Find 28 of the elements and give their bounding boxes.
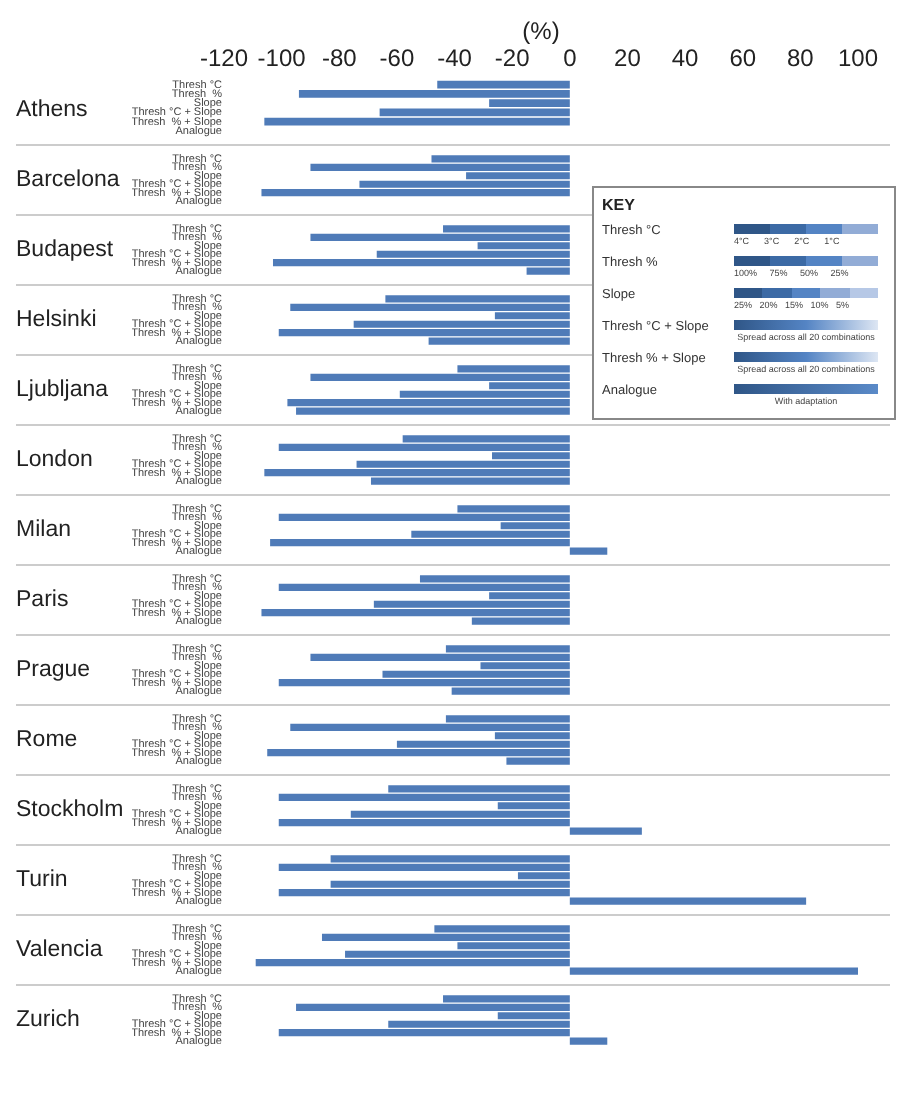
text: Barcelona [16,166,122,196]
text: Budapest [16,236,116,266]
text: Athens [16,96,90,126]
x-tick-label: 100 [837,44,879,73]
text: Milan [16,516,73,546]
x-axis-title: (%) [522,17,560,46]
x-tick-label: 40 [671,44,700,73]
x-tick-label: -120 [199,44,249,73]
x-tick-label: 0 [563,44,578,73]
text: Prague [16,656,93,686]
x-tick-label: 20 [614,44,642,73]
x-tick-label: -80 [321,44,358,73]
text: London [16,446,95,476]
x-tick-label: -20 [494,44,531,73]
text: Rome [16,726,80,756]
text: KEY [602,196,637,214]
x-tick-label: 60 [729,44,757,73]
x-tick-label: -100 [257,44,307,73]
text: Stockholm [16,796,126,826]
text: Valencia [16,936,105,966]
text: Turin [16,866,70,896]
x-tick-label: -40 [437,44,473,73]
text: Zurich [16,1006,82,1036]
text: Paris [16,586,71,616]
text: Ljubljana [16,376,111,406]
text: Helsinki [16,306,99,336]
x-tick-label: -60 [379,44,415,73]
x-tick-label: 80 [787,44,815,73]
